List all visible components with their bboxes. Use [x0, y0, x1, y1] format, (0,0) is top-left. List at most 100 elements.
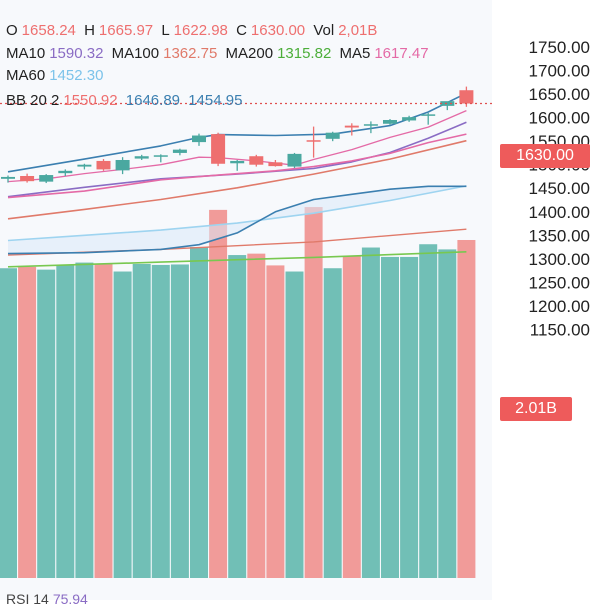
candle-body[interactable] — [96, 160, 111, 170]
y-tick-label: 1750.00 — [529, 38, 590, 57]
candle-body[interactable] — [440, 101, 455, 106]
volume-bar — [381, 256, 399, 578]
rsi-header: RSI 14 75.94 — [6, 590, 92, 608]
last-price-tag: 1630.00 — [500, 144, 590, 168]
candle-body[interactable] — [287, 153, 302, 167]
volume-bar — [323, 268, 342, 578]
high-value: 1665.97 — [98, 22, 154, 39]
volume-label: Vol — [313, 22, 335, 39]
y-tick-label: 1700.00 — [529, 62, 590, 81]
ma60-value: 1452.30 — [49, 67, 104, 84]
candle-body[interactable] — [363, 124, 378, 126]
volume-bar — [190, 247, 208, 578]
volume-bar — [285, 271, 304, 578]
volume-value: 2,01B — [338, 22, 378, 39]
volume-tag: 2.01B — [500, 397, 572, 421]
volume-bar — [304, 207, 323, 578]
y-tick-label: 1350.00 — [529, 226, 590, 245]
candle-body[interactable] — [306, 140, 321, 142]
y-tick-label: 1450.00 — [529, 179, 590, 198]
candle-body[interactable] — [1, 176, 15, 179]
volume-bar — [113, 271, 132, 578]
ma10-label: MA10 — [6, 45, 46, 62]
open-label: O — [6, 22, 18, 39]
ma100-line — [7, 139, 467, 220]
volume-bar — [438, 249, 457, 578]
candle-body[interactable] — [249, 156, 264, 165]
close-label: C — [236, 22, 247, 39]
volume-bar — [18, 266, 37, 578]
candle-body[interactable] — [58, 170, 73, 174]
volume-bar — [361, 247, 380, 578]
ma100-value: 1362.75 — [163, 45, 218, 62]
candle-body[interactable] — [39, 175, 54, 182]
volume-bar — [457, 239, 476, 578]
volume-bar — [419, 244, 438, 579]
candle-body[interactable] — [459, 90, 474, 104]
candle-body[interactable] — [20, 175, 35, 182]
ma5-line — [7, 133, 467, 199]
candle-body[interactable] — [402, 117, 417, 121]
candle-body[interactable] — [344, 125, 359, 128]
candle-body[interactable] — [134, 156, 149, 159]
rsi-value: 75.94 — [52, 591, 88, 607]
y-tick-label: 1650.00 — [529, 85, 590, 104]
candle-body[interactable] — [77, 164, 92, 167]
candle-body[interactable] — [383, 119, 397, 124]
candle-body[interactable] — [211, 134, 226, 164]
bb-mid-value: 1550.92 — [63, 92, 118, 109]
volume-bar — [75, 262, 94, 578]
candle-body[interactable] — [153, 155, 168, 157]
volume-bar — [209, 209, 228, 578]
ma60-line — [7, 185, 467, 242]
y-tick-label: 1600.00 — [529, 109, 590, 128]
volume-bar — [151, 264, 170, 578]
volume-bar — [56, 264, 75, 578]
rsi-label: RSI 14 — [6, 591, 49, 607]
volume-bar — [342, 256, 361, 578]
ma10-line — [7, 121, 467, 198]
ma100-label: MA100 — [111, 45, 160, 62]
volume-bar — [247, 253, 266, 578]
volume-bar — [37, 269, 56, 578]
bb-upper-value: 1646.89 — [125, 92, 181, 109]
candle-body[interactable] — [325, 132, 340, 139]
candle-body[interactable] — [230, 160, 245, 164]
volume-bar — [94, 263, 113, 578]
low-label: L — [161, 22, 170, 39]
candle-body[interactable] — [421, 114, 436, 116]
candle-body[interactable] — [268, 162, 283, 167]
band-fill — [8, 185, 467, 254]
ohlc-header: O 1658.24 H 1665.97 L 1622.98 C 1630.00 Vol 2… — [6, 22, 381, 40]
candle-body[interactable] — [115, 159, 130, 171]
ma5-label: MA5 — [339, 45, 371, 62]
ma200-value: 1315.82 — [277, 45, 332, 62]
volume-bar — [0, 268, 17, 578]
high-label: H — [84, 22, 95, 39]
low-value: 1622.98 — [173, 22, 228, 39]
bb-lower-band-line — [7, 185, 467, 255]
bb-lower-value: 1454.95 — [188, 92, 243, 109]
y-tick-label: 1400.00 — [529, 203, 590, 222]
volume-bar — [266, 265, 285, 578]
volume-bar — [228, 255, 247, 578]
y-tick-label: 1250.00 — [529, 273, 590, 292]
candle-body[interactable] — [172, 149, 187, 153]
y-tick-label: 1300.00 — [529, 250, 590, 269]
candle-body[interactable] — [192, 135, 206, 143]
bb-label: BB 20 2 — [6, 92, 60, 109]
bb-header: BB 20 2 1550.92 1646.89 1454.95 — [6, 92, 246, 110]
ma-header: MA10 1590.32 MA100 1362.75 MA200 1315.82 MA… — [6, 43, 496, 87]
ma10-value: 1590.32 — [49, 45, 104, 62]
ma60-label: MA60 — [6, 67, 46, 84]
volume-bar — [400, 256, 419, 578]
open-value: 1658.24 — [21, 22, 76, 39]
y-tick-label: 1150.00 — [530, 320, 590, 339]
volume-bar — [170, 264, 189, 578]
ma200-line — [7, 251, 467, 268]
ma5-value: 1617.47 — [374, 45, 429, 62]
ma5-upper-line — [7, 110, 467, 183]
volume-bar — [132, 263, 151, 578]
